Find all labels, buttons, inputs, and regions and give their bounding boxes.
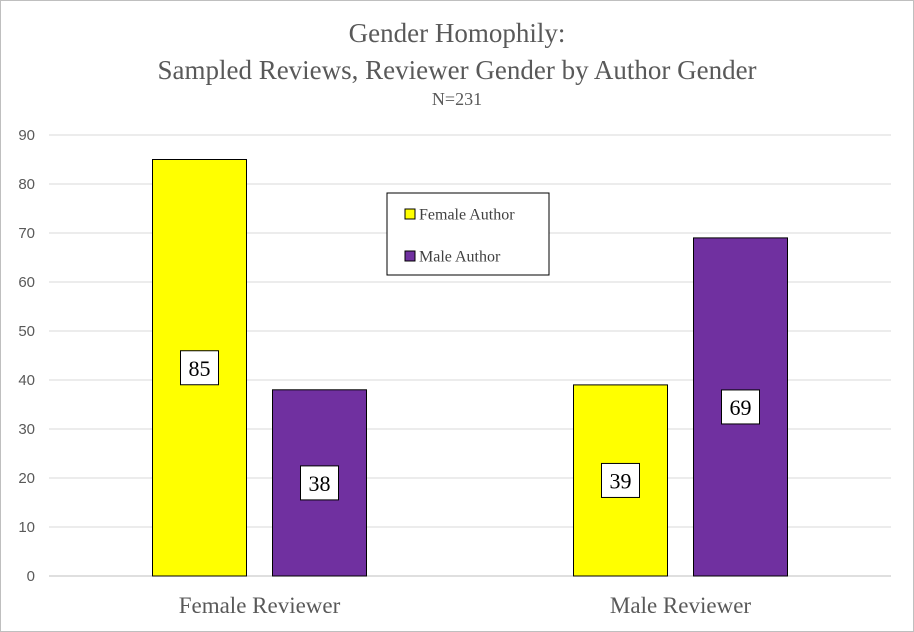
y-tick-label: 80	[18, 176, 35, 193]
chart-title: Gender Homophily:	[348, 18, 566, 48]
bar-male-reviewer-female-author	[573, 384, 668, 577]
y-tick-label: 60	[18, 274, 35, 291]
chart-subtitle: Sampled Reviews, Reviewer Gender by Auth…	[157, 55, 757, 85]
data-label-box	[601, 462, 640, 498]
data-label: 38	[309, 471, 331, 496]
legend-label-female-author: Female Author	[419, 207, 515, 224]
y-tick-label: 30	[18, 421, 35, 438]
y-tick-label: 50	[18, 323, 35, 340]
data-label-box	[721, 389, 760, 425]
legend-label-male-author: Male Author	[419, 249, 501, 266]
data-label: 69	[730, 395, 752, 420]
chart-note: N=231	[431, 89, 483, 109]
y-tick-label: 10	[18, 519, 35, 536]
legend: Female Author Male Author	[386, 192, 550, 276]
x-category-label: Female Reviewer	[179, 593, 341, 618]
data-label: 39	[610, 468, 632, 493]
legend-swatch-male-author	[404, 250, 416, 262]
y-tick-label: 90	[18, 127, 35, 144]
data-label: 85	[189, 356, 211, 381]
data-label-box	[180, 350, 219, 386]
legend-swatch-female-author	[404, 208, 416, 220]
data-label-box	[300, 465, 339, 501]
y-tick-label: 20	[18, 470, 35, 487]
x-category-label: Male Reviewer	[610, 593, 751, 618]
y-tick-label: 70	[18, 225, 35, 242]
y-tick-label: 40	[18, 372, 35, 389]
y-tick-label: 0	[27, 568, 35, 585]
